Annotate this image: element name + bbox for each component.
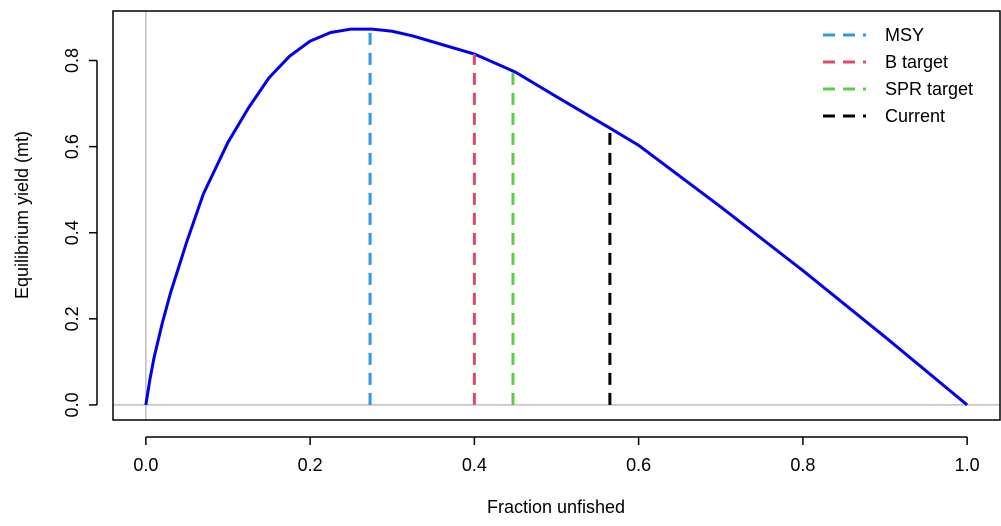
x-axis: 0.0 0.2 0.4 0.6 0.8 1.0 bbox=[133, 436, 980, 475]
y-axis: 0.0 0.2 0.4 0.6 0.8 bbox=[62, 48, 98, 417]
x-tick-label: 0.0 bbox=[133, 455, 158, 475]
x-tick-label: 0.2 bbox=[298, 455, 323, 475]
y-tick-label: 0.0 bbox=[62, 392, 82, 417]
x-axis-title: Fraction unfished bbox=[487, 497, 625, 517]
legend: MSY B target SPR target Current bbox=[823, 25, 973, 126]
legend-label-spr-target: SPR target bbox=[885, 79, 973, 99]
x-tick-label: 0.6 bbox=[626, 455, 651, 475]
x-tick-label: 0.8 bbox=[790, 455, 815, 475]
yield-curve-layer bbox=[144, 27, 969, 407]
reference-lines bbox=[113, 11, 1000, 420]
y-axis-title: Equilibrium yield (mt) bbox=[12, 131, 32, 299]
reference-point-lines bbox=[368, 29, 612, 405]
plot-frame bbox=[112, 10, 1001, 421]
x-tick-label: 1.0 bbox=[955, 455, 980, 475]
y-tick-label: 0.8 bbox=[62, 48, 82, 73]
legend-label-msy: MSY bbox=[885, 25, 924, 45]
x-tick-label: 0.4 bbox=[462, 455, 487, 475]
legend-label-b-target: B target bbox=[885, 52, 948, 72]
legend-label-current: Current bbox=[885, 106, 945, 126]
yield-curve bbox=[144, 27, 969, 407]
y-tick-label: 0.4 bbox=[62, 220, 82, 245]
y-tick-label: 0.2 bbox=[62, 306, 82, 331]
y-tick-label: 0.6 bbox=[62, 134, 82, 159]
